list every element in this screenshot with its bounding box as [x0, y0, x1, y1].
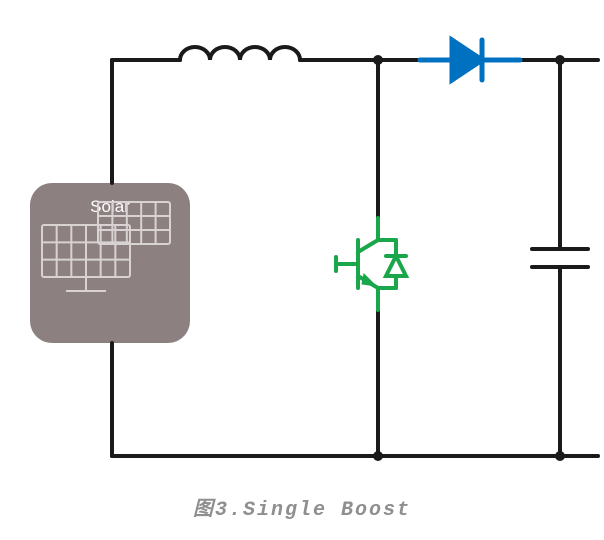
capacitor-symbol — [532, 249, 588, 267]
circuit-svg — [0, 0, 604, 540]
igbt-symbol — [336, 218, 406, 310]
figure-caption: 图3.Single Boost — [0, 492, 604, 522]
inductor-symbol — [180, 47, 300, 60]
circuit-diagram: Solar 图3.Single Boost — [0, 0, 604, 540]
diode-symbol — [420, 40, 520, 80]
wire-network — [112, 60, 598, 456]
